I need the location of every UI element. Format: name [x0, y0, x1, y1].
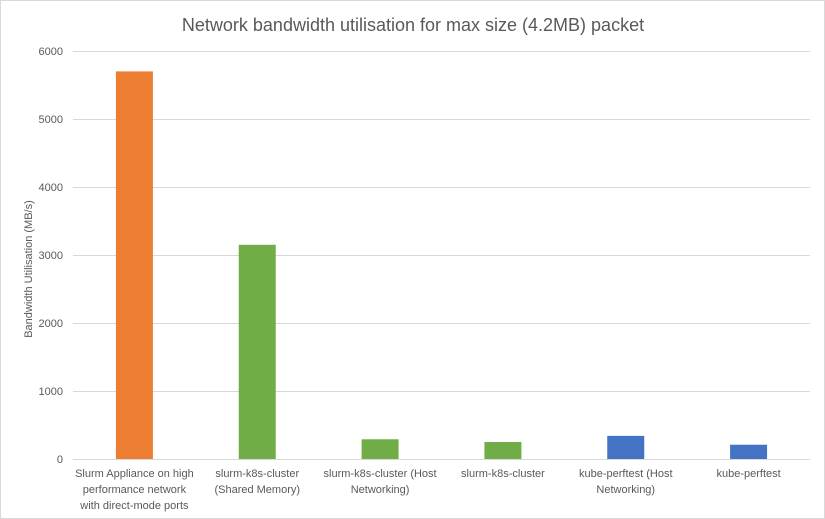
x-category-label-line: kube-perftest (Host [579, 468, 673, 480]
x-category-label: slurm-k8s-cluster (Host Networking) [324, 468, 437, 496]
y-tick-label: 0 [57, 454, 63, 466]
bar [238, 244, 276, 459]
bar [607, 435, 645, 459]
y-axis-title: Bandwidth Utilisation (MB/s) [23, 200, 35, 338]
x-category-label-line: slurm-k8s-cluster (Host [324, 468, 437, 480]
y-tick-label: 2000 [39, 318, 63, 330]
y-tick-label: 6000 [39, 46, 63, 58]
x-category-label-line: Networking) [351, 484, 410, 496]
y-tick-label: 4000 [39, 182, 63, 194]
x-category-label-line: kube-perftest [716, 468, 780, 480]
x-category-label-line: Slurm Appliance on high [75, 468, 194, 480]
y-tick-label: 5000 [39, 114, 63, 126]
y-tick-label: 3000 [39, 250, 63, 262]
x-category-label: slurm-k8s-cluster [461, 468, 545, 480]
bar [115, 71, 153, 460]
x-category-label: kube-perftest (Host Networking) [579, 468, 673, 496]
bar [730, 444, 768, 459]
x-axis-labels: Slurm Appliance on high performance netwo… [75, 468, 781, 512]
bars [115, 71, 768, 460]
x-category-label: Slurm Appliance on high performance netwo… [75, 468, 194, 512]
bar [484, 442, 522, 459]
x-category-label-line: with direct-mode ports [79, 500, 189, 512]
x-category-label-line: Networking) [596, 484, 655, 496]
x-category-label: slurm-k8s-cluster (Shared Memory) [214, 468, 300, 496]
y-tick-label: 1000 [39, 386, 63, 398]
gridlines [73, 51, 810, 460]
bar [361, 439, 399, 459]
x-category-label-line: slurm-k8s-cluster [215, 468, 299, 480]
x-category-label-line: (Shared Memory) [214, 484, 300, 496]
chart-title: Network bandwidth utilisation for max si… [182, 15, 644, 35]
x-category-label-line: performance network [83, 484, 187, 496]
x-category-label-line: slurm-k8s-cluster [461, 468, 545, 480]
x-category-label: kube-perftest [716, 468, 780, 480]
y-axis-ticks: 0 1000 2000 3000 4000 5000 6000 [39, 46, 63, 466]
